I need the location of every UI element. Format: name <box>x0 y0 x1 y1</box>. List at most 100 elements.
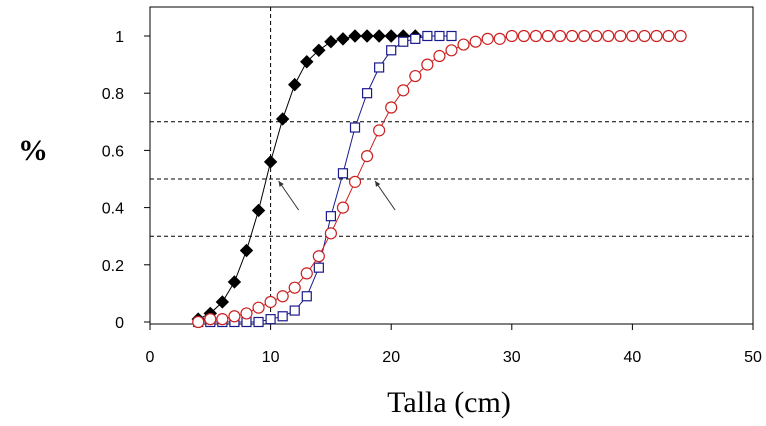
data-point <box>263 155 278 169</box>
data-point <box>275 112 290 126</box>
data-point <box>252 301 265 314</box>
data-point <box>288 77 302 92</box>
y-tick-label: 0.8 <box>102 86 124 103</box>
data-point <box>349 122 361 133</box>
data-point <box>361 88 373 99</box>
data-point <box>240 307 253 320</box>
y-axis-title: % <box>18 134 48 167</box>
data-point <box>553 29 567 43</box>
y-tick-label: 0.4 <box>102 201 124 218</box>
data-point <box>324 35 338 49</box>
data-point <box>409 69 422 83</box>
data-point <box>227 275 242 289</box>
data-point <box>422 30 433 42</box>
x-tick-label: 10 <box>262 349 280 366</box>
y-tick-label: 1 <box>115 29 124 46</box>
data-point <box>517 29 530 43</box>
series-line <box>198 35 452 323</box>
data-point <box>374 62 385 73</box>
data-point <box>385 101 398 114</box>
data-point <box>216 313 229 326</box>
arrow-head <box>375 181 381 187</box>
data-point <box>433 49 446 63</box>
data-point <box>481 32 494 45</box>
data-point <box>446 30 457 42</box>
data-point <box>312 43 326 58</box>
data-point <box>324 227 337 240</box>
data-point <box>336 32 350 46</box>
data-point <box>602 29 615 43</box>
data-point <box>360 150 374 163</box>
data-point <box>565 29 579 43</box>
data-point <box>397 84 410 97</box>
data-point <box>590 29 603 43</box>
data-point <box>204 313 217 326</box>
data-point <box>578 29 591 43</box>
series-3 <box>192 29 687 329</box>
y-axis: 0 0.2 0.4 0.6 0.8 1 <box>102 29 150 332</box>
data-point <box>493 32 506 45</box>
x-tick-label: 0 <box>146 349 155 366</box>
data-point <box>360 29 374 43</box>
data-point <box>421 58 434 71</box>
plot-area <box>149 6 754 325</box>
data-point <box>434 30 445 42</box>
x-axis-title: Talla (cm) <box>387 386 511 419</box>
annotation-arrow <box>374 180 396 211</box>
x-tick-label: 50 <box>744 349 762 366</box>
series-layer <box>191 29 687 329</box>
data-point <box>276 290 289 303</box>
data-point <box>301 291 312 302</box>
data-point <box>457 38 470 51</box>
arrow-shaft <box>374 180 396 211</box>
data-point <box>313 262 324 273</box>
data-point <box>325 211 336 222</box>
data-point <box>264 295 277 309</box>
data-point <box>300 55 314 69</box>
data-point <box>384 29 398 43</box>
annotations <box>278 180 396 211</box>
data-point <box>505 29 518 43</box>
data-point <box>337 168 349 179</box>
data-point <box>312 250 325 263</box>
data-point <box>541 29 555 43</box>
data-point <box>650 29 663 43</box>
data-point <box>265 314 276 325</box>
data-point <box>239 243 254 258</box>
data-point <box>228 310 241 323</box>
y-tick-label: 0.2 <box>102 258 124 275</box>
data-point <box>662 29 675 43</box>
data-point <box>289 305 300 316</box>
data-point <box>638 29 651 43</box>
arrow-shaft <box>278 180 300 211</box>
data-point <box>277 311 288 322</box>
data-point <box>348 29 362 43</box>
data-point <box>398 36 409 47</box>
annotation-arrow <box>278 180 300 211</box>
data-point <box>251 203 266 218</box>
data-point <box>674 29 687 43</box>
x-tick-label: 30 <box>503 349 521 366</box>
y-tick-label: 0 <box>115 315 124 332</box>
data-point <box>300 267 313 280</box>
data-point <box>386 45 397 56</box>
data-point <box>469 35 482 48</box>
data-point <box>614 29 627 43</box>
data-point <box>336 201 350 214</box>
x-axis: 0 10 20 30 40 50 <box>146 324 762 366</box>
data-point <box>410 33 421 44</box>
data-point <box>215 295 230 309</box>
data-point <box>373 124 386 137</box>
y-tick-label: 0.6 <box>102 143 124 160</box>
x-tick-label: 40 <box>624 349 642 366</box>
data-point <box>253 316 264 328</box>
x-tick-label: 20 <box>382 349 400 366</box>
data-point <box>288 281 301 294</box>
data-point <box>192 315 205 329</box>
data-point <box>626 29 639 43</box>
arrow-head <box>278 181 284 187</box>
data-point <box>372 29 386 43</box>
data-point <box>445 44 458 57</box>
data-point <box>529 29 543 43</box>
